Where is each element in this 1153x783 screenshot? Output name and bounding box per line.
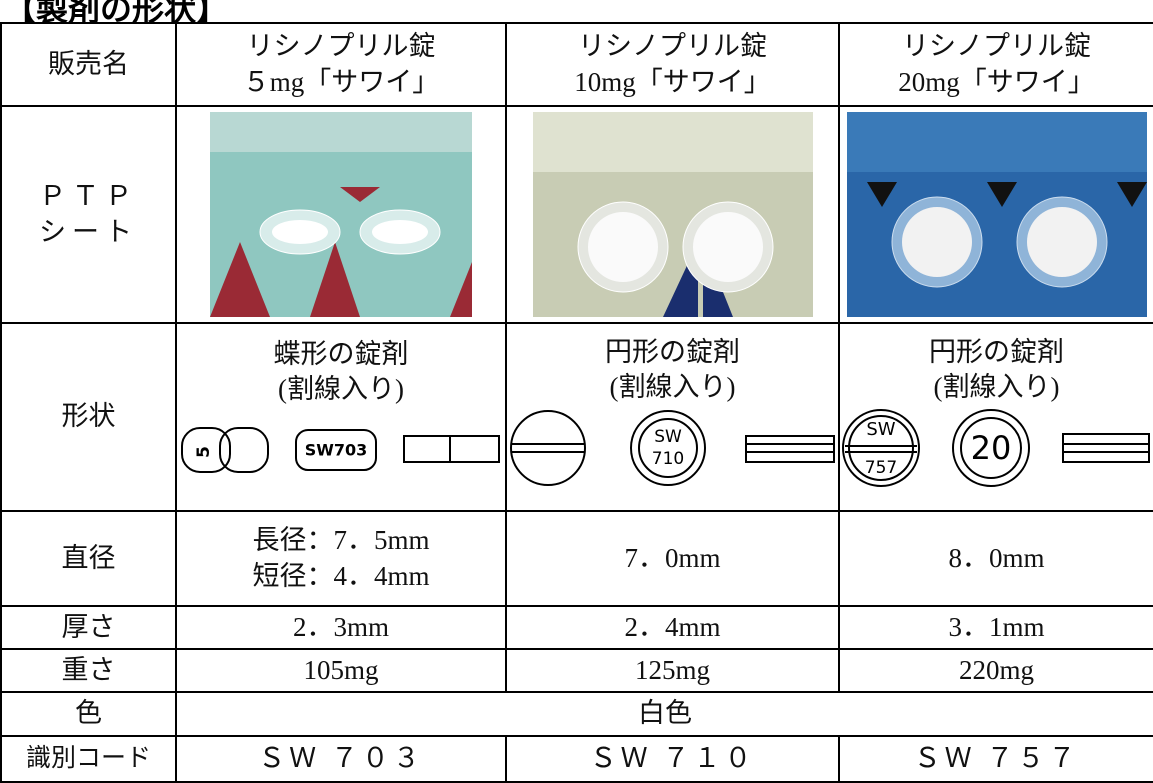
line: ５mg「サワイ」: [242, 66, 440, 97]
line: 20mg「サワイ」: [898, 66, 1095, 97]
imprint: 757: [865, 458, 897, 478]
line: 長径：7．5mm: [252, 525, 430, 556]
cell: 220mg: [838, 648, 1153, 693]
row-label: 厚さ: [0, 605, 177, 650]
cell: リシノプリル錠 ５mg「サワイ」: [175, 22, 507, 107]
row-label: 色: [0, 691, 177, 737]
line: 円形の錠剤: [929, 337, 1064, 368]
line: (割線入り): [609, 372, 736, 403]
cell: リシノプリル錠 20mg「サワイ」: [838, 22, 1153, 107]
cell: ＳＷ ７１０: [505, 735, 840, 783]
line: 10mg「サワイ」: [574, 66, 771, 97]
cell: 円形の錠剤 (割線入り) SW 757 20: [838, 322, 1153, 512]
cell: [505, 105, 840, 324]
line: 蝶形の錠剤: [273, 339, 409, 370]
line: リシノプリル錠: [902, 31, 1091, 62]
tablet-drawing: SW 757 20: [842, 408, 1150, 487]
cell: [175, 105, 507, 324]
cell: 円形の錠剤 (割線入り) SW 710: [505, 322, 840, 512]
row-label: 識別コード: [0, 735, 177, 783]
imprint: SW703: [305, 440, 368, 459]
cell: 105mg: [175, 648, 507, 693]
imprint: SW: [654, 427, 682, 447]
line: リシノプリル錠: [246, 31, 436, 62]
row-label: 直径: [0, 510, 177, 607]
cell: 長径：7．5mm 短径：4．4mm: [175, 510, 507, 607]
cell: 蝶形の錠剤 (割線入り) 5 SW703: [175, 322, 507, 512]
cell: 7．0mm: [505, 510, 840, 607]
imprint: 20: [971, 429, 1012, 467]
cell: 2．4mm: [505, 605, 840, 650]
row-label: 重さ: [0, 648, 177, 693]
tablet-drawing: 5 SW703: [181, 426, 500, 473]
cell: ＳＷ ７５７: [838, 735, 1153, 783]
cell: [838, 105, 1153, 324]
line: ＰＴＰ: [39, 181, 138, 212]
cell: 125mg: [505, 648, 840, 693]
cell: リシノプリル錠 10mg「サワイ」: [505, 22, 840, 107]
line: (割線入り): [278, 374, 404, 405]
imprint: SW: [866, 419, 895, 440]
line: 円形の錠剤: [605, 337, 740, 368]
cell: 2．3mm: [175, 605, 507, 650]
row-label: 形状: [0, 322, 177, 512]
cell: 白色: [175, 691, 1153, 737]
cell: 3．1mm: [838, 605, 1153, 650]
cell: 8．0mm: [838, 510, 1153, 607]
ptp-photo: [210, 112, 472, 317]
spec-table: 販売名 リシノプリル錠 ５mg「サワイ」 リシノプリル錠 10mg「サワイ」 リシノ…: [0, 22, 1153, 783]
line: 短径：4．4mm: [252, 560, 430, 591]
line: シート: [39, 216, 138, 247]
imprint: 710: [652, 449, 684, 469]
cell: ＳＷ ７０３: [175, 735, 507, 783]
line: リシノプリル錠: [578, 31, 767, 62]
line: (割線入り): [933, 372, 1060, 403]
row-label: ＰＴＰ シート: [0, 105, 177, 324]
row-label: 販売名: [0, 22, 177, 107]
ptp-photo: [846, 112, 1147, 317]
ptp-photo: [532, 112, 813, 317]
imprint: 5: [194, 446, 214, 458]
